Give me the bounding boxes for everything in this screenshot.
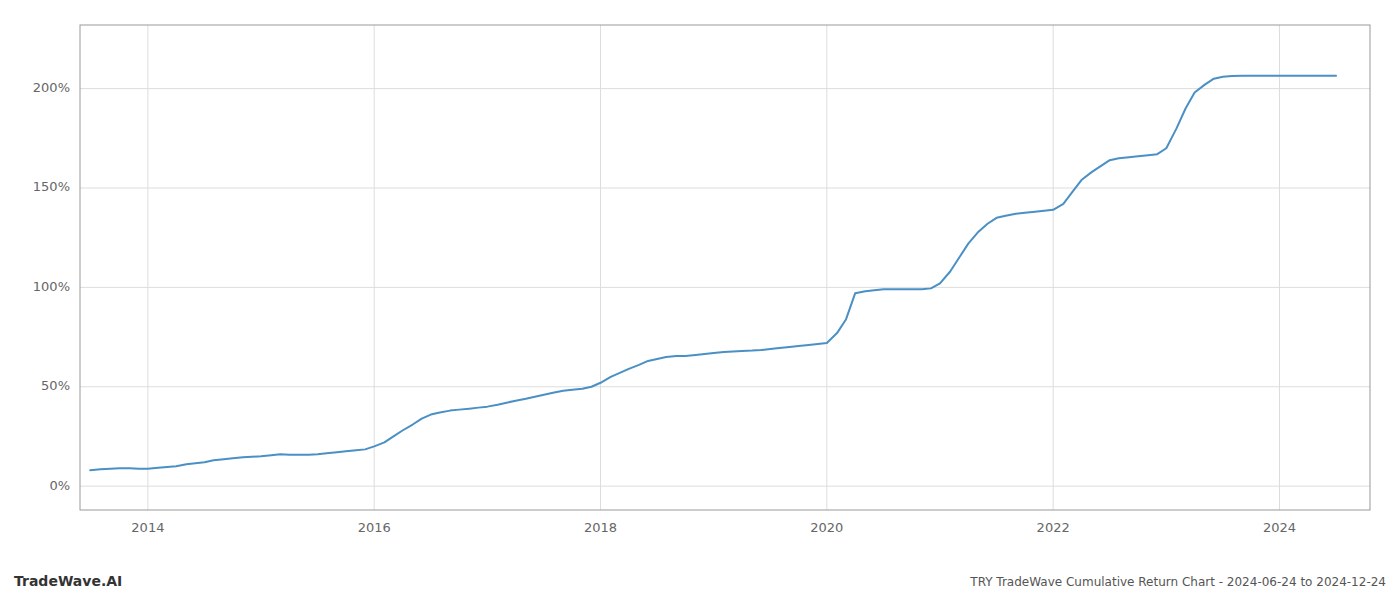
y-tick-label: 200% — [33, 80, 70, 95]
x-grid-line — [826, 25, 827, 510]
x-tick-label: 2018 — [584, 520, 617, 535]
x-tick-label: 2016 — [358, 520, 391, 535]
chart: 0% 50% 100% 150% 200% 2014 2016 2018 2020 2022 202… — [0, 0, 1400, 600]
grid — [80, 25, 1370, 510]
y-tick-label: 100% — [33, 279, 70, 294]
x-grid-line — [1053, 25, 1054, 510]
footer: TradeWave.AI TRY TradeWave Cumulative Ret… — [14, 573, 1386, 589]
x-tick-label: 2024 — [1263, 520, 1296, 535]
y-grid-line — [80, 287, 1370, 288]
x-grid-line — [147, 25, 148, 510]
x-grid-line — [600, 25, 601, 510]
title: TRY TradeWave Cumulative Return Chart - … — [969, 575, 1386, 589]
y-tick-label: 50% — [41, 378, 70, 393]
series — [90, 76, 1336, 471]
watermark: TradeWave.AI — [14, 573, 122, 589]
y-tick-label: 150% — [33, 179, 70, 194]
y-grid-line — [80, 386, 1370, 387]
x-tick-label: 2020 — [810, 520, 843, 535]
x-grid-line — [374, 25, 375, 510]
axes: 0% 50% 100% 150% 200% 2014 2016 2018 2020 2022 202… — [33, 25, 1370, 535]
x-tick-label: 2014 — [131, 520, 164, 535]
y-grid-line — [80, 486, 1370, 487]
y-grid-line — [80, 88, 1370, 89]
x-tick-label: 2022 — [1037, 520, 1070, 535]
y-grid-line — [80, 187, 1370, 188]
line — [90, 76, 1336, 471]
plot-frame — [80, 25, 1370, 510]
x-grid-line — [1279, 25, 1280, 510]
y-tick-label: 0% — [49, 478, 70, 493]
